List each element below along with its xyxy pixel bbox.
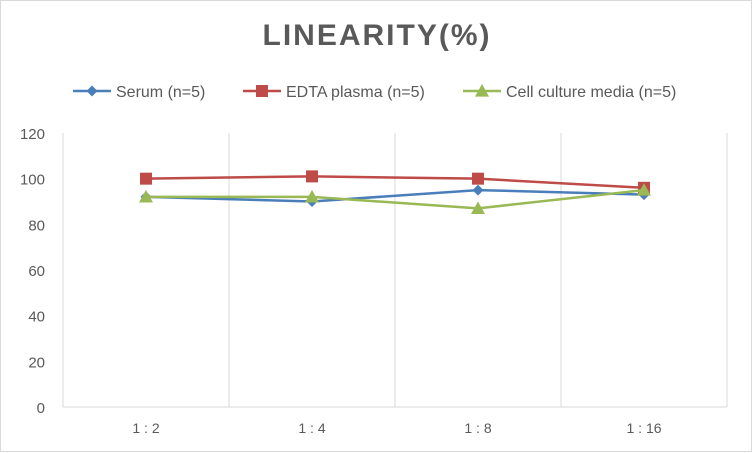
x-tick-label: 1 : 4 bbox=[298, 420, 325, 436]
data-point bbox=[472, 172, 484, 185]
data-point bbox=[472, 184, 484, 196]
x-tick-label: 1 : 16 bbox=[626, 420, 661, 436]
y-tick-label: 0 bbox=[37, 400, 45, 417]
legend-marker bbox=[475, 84, 489, 97]
y-tick-label: 80 bbox=[28, 217, 45, 234]
data-point bbox=[305, 189, 319, 203]
data-point bbox=[139, 189, 153, 203]
legend-label: EDTA plasma (n=5) bbox=[286, 84, 425, 101]
x-tick-label: 1 : 2 bbox=[132, 420, 159, 436]
y-tick-label: 40 bbox=[28, 309, 45, 326]
series-line bbox=[145, 175, 645, 190]
legend-marker bbox=[86, 85, 98, 97]
legend-marker bbox=[256, 85, 268, 97]
series-line bbox=[146, 188, 645, 210]
y-tick-label: 20 bbox=[28, 354, 45, 371]
y-tick-label: 60 bbox=[28, 263, 45, 280]
legend-label: Cell culture media (n=5) bbox=[506, 84, 676, 101]
data-point bbox=[637, 183, 651, 196]
data-point bbox=[471, 201, 485, 214]
data-point bbox=[140, 172, 152, 185]
legend-label: Serum (n=5) bbox=[116, 84, 205, 101]
chart-title: LINEARITY(%) bbox=[262, 19, 492, 52]
data-point bbox=[306, 170, 318, 183]
y-tick-label: 100 bbox=[20, 172, 45, 189]
y-tick-label: 120 bbox=[20, 126, 45, 143]
x-tick-label: 1 : 8 bbox=[464, 420, 491, 436]
series-line bbox=[145, 188, 645, 203]
